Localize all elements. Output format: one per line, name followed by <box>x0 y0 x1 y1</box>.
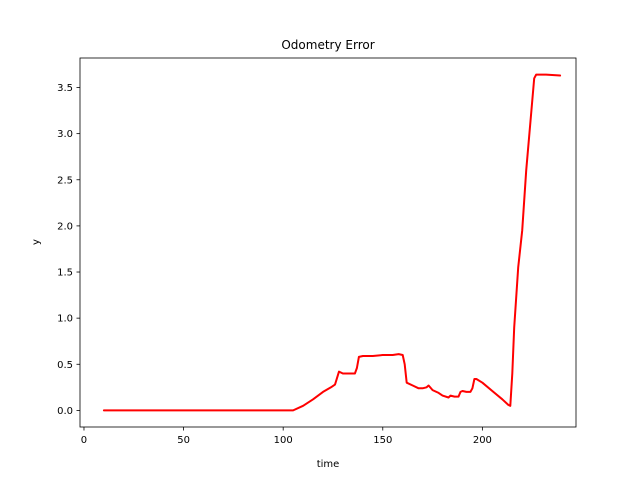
x-tick-label: 100 <box>274 435 293 446</box>
y-ticks: 0.0 0.5 1.0 1.5 2.0 2.5 3.0 3.5 <box>57 83 80 417</box>
y-tick-label: 1.0 <box>57 314 73 325</box>
y-tick-label: 3.0 <box>57 129 73 140</box>
y-tick-label: 0.0 <box>57 406 73 417</box>
x-tick-label: 50 <box>177 435 190 446</box>
y-tick-label: 2.0 <box>57 221 73 232</box>
y-tick-label: 0.5 <box>57 360 73 371</box>
y-tick-label: 2.5 <box>57 175 73 186</box>
y-axis-label: y <box>31 239 42 245</box>
series-line <box>102 73 562 412</box>
x-tick-label: 200 <box>473 435 492 446</box>
y-tick-label: 3.5 <box>57 83 73 94</box>
x-ticks: 0 50 100 150 200 <box>81 427 492 446</box>
plot-frame <box>79 57 577 428</box>
plot-area <box>80 58 576 427</box>
chart-title: Odometry Error <box>281 38 374 52</box>
series-layer <box>102 73 562 412</box>
x-tick-label: 0 <box>81 435 87 446</box>
y-tick-label: 1.5 <box>57 268 73 279</box>
x-axis-label: time <box>317 459 340 470</box>
x-tick-label: 150 <box>373 435 392 446</box>
